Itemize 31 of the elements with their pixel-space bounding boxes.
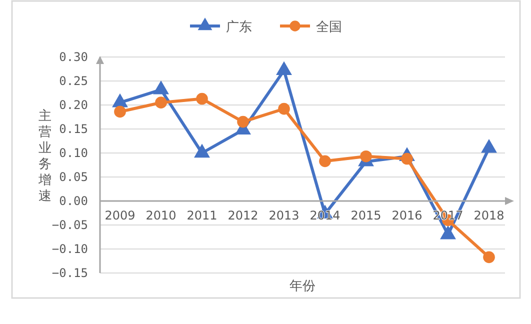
point [112,93,128,108]
x-tick-label: 2015 [350,208,382,223]
x-axis-title: 年份 [290,279,316,294]
y-axis-title: 主营业务增速 [38,108,52,204]
x-tick-label: 2012 [228,208,258,223]
x-tick-label: 2010 [146,208,176,223]
x-tick-label: 2017 [432,208,464,223]
point [481,139,497,153]
legend-label: 广东 [226,20,252,35]
y-tick-label: 0.30 [59,50,88,64]
y-tick-label: 0.10 [59,146,88,160]
y-tick-label: 0.00 [59,194,88,208]
y-tick-label: 0.15 [59,122,88,136]
x-tick-label: 2013 [268,208,300,223]
x-tick-label: 2018 [474,208,504,223]
y-tick-label: 0.05 [59,170,88,184]
x-tick-label: 2016 [392,208,422,223]
point [319,155,331,168]
y-tick-label: −0.15 [52,266,88,280]
point [194,144,210,158]
x-tick-label: 2011 [186,208,218,223]
y-tick-label: −0.05 [52,218,88,232]
legend-label: 全国 [316,20,342,35]
point [360,150,372,162]
point [276,61,292,76]
y-tick-label: 0.20 [59,98,88,112]
point [153,80,169,94]
point [483,251,495,264]
y-tick-label: −0.10 [52,242,88,256]
y-tick-label: 0.25 [59,74,88,88]
x-tick-label: 2009 [104,208,136,223]
